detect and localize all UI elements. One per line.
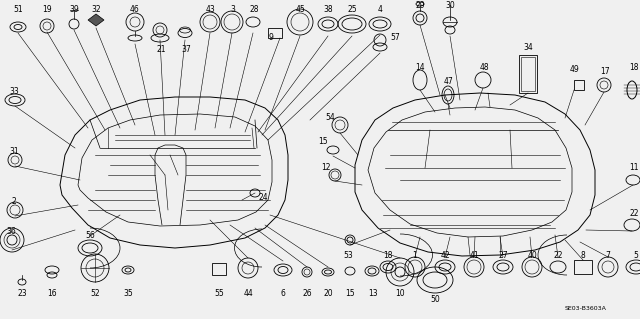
Text: 57: 57 (390, 33, 400, 42)
Text: 27: 27 (498, 250, 508, 259)
Text: 5: 5 (634, 250, 639, 259)
Text: 29: 29 (415, 1, 425, 10)
Text: 36: 36 (6, 227, 16, 236)
Text: 39: 39 (69, 5, 79, 14)
Text: 30: 30 (445, 1, 455, 10)
Text: 45: 45 (295, 5, 305, 14)
Text: 54: 54 (325, 113, 335, 122)
Text: 44: 44 (243, 288, 253, 298)
Text: 52: 52 (90, 288, 100, 298)
Text: 23: 23 (17, 288, 27, 298)
Text: 56: 56 (85, 231, 95, 240)
Text: 22: 22 (553, 250, 563, 259)
Text: 41: 41 (469, 250, 479, 259)
Text: 25: 25 (347, 5, 357, 14)
Text: 28: 28 (249, 5, 259, 14)
Text: 13: 13 (368, 288, 378, 298)
Text: 53: 53 (343, 250, 353, 259)
Text: 12: 12 (321, 164, 331, 173)
Text: 3: 3 (230, 5, 236, 14)
Text: 55: 55 (214, 288, 224, 298)
Bar (519, 55, 537, 93)
Bar (574, 80, 584, 90)
Bar (574, 260, 592, 274)
Bar (521, 57, 535, 91)
Text: 47: 47 (444, 77, 454, 85)
Text: 33: 33 (9, 87, 19, 97)
Text: 2: 2 (12, 197, 17, 206)
Text: 11: 11 (629, 164, 639, 173)
Polygon shape (88, 14, 104, 26)
Text: 6: 6 (280, 288, 285, 298)
Text: 46: 46 (130, 5, 140, 14)
Text: 40: 40 (527, 250, 537, 259)
Bar (268, 28, 282, 38)
Text: 19: 19 (42, 5, 52, 14)
Text: 26: 26 (302, 288, 312, 298)
Text: 9: 9 (269, 33, 273, 42)
Text: 8: 8 (580, 250, 586, 259)
Text: 22: 22 (629, 209, 639, 218)
Text: 51: 51 (13, 5, 23, 14)
Text: 21: 21 (156, 46, 166, 55)
Text: 49: 49 (570, 65, 580, 75)
Text: 31: 31 (9, 147, 19, 157)
Bar (212, 263, 226, 275)
Text: 24: 24 (258, 194, 268, 203)
Text: 10: 10 (395, 288, 405, 298)
Text: 43: 43 (205, 5, 215, 14)
Text: 14: 14 (415, 63, 425, 72)
Text: 37: 37 (181, 46, 191, 55)
Text: 48: 48 (479, 63, 489, 72)
Text: 38: 38 (323, 5, 333, 14)
Text: 42: 42 (440, 250, 450, 259)
Text: 4: 4 (378, 5, 383, 14)
Text: 7: 7 (605, 250, 611, 259)
Text: 15: 15 (318, 137, 328, 146)
Text: 15: 15 (345, 288, 355, 298)
Text: 35: 35 (123, 288, 133, 298)
Text: 1: 1 (413, 250, 417, 259)
Text: 50: 50 (430, 294, 440, 303)
Text: 18: 18 (629, 63, 639, 72)
Text: 16: 16 (47, 288, 57, 298)
Text: 17: 17 (600, 68, 610, 77)
Text: 18: 18 (383, 250, 393, 259)
Text: 34: 34 (523, 43, 533, 53)
Text: SE03-B3603A: SE03-B3603A (565, 306, 607, 310)
Text: 32: 32 (91, 5, 101, 14)
Text: 20: 20 (323, 288, 333, 298)
